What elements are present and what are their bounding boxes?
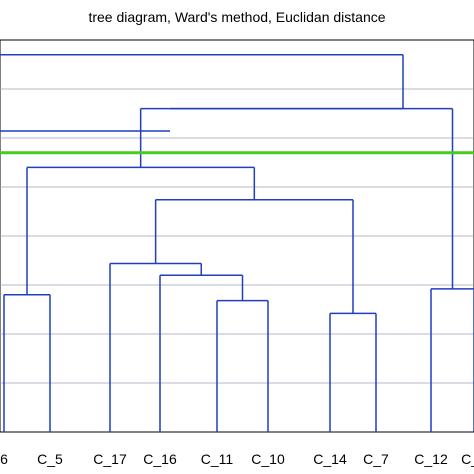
leaf-label-4: C_11 — [201, 451, 234, 467]
leaf-label-1: C_5 — [37, 451, 63, 467]
leaf-label-5: C_10 — [251, 451, 285, 467]
dendrogram-tree — [0, 53, 474, 432]
leaf-label-6: C_14 — [313, 451, 347, 467]
leaf-label-9: C_1 — [461, 451, 474, 467]
leaf-labels: 6 C_5 C_17 C_16 C_11 C_10 C_14 C_7 C_12 C_1 — [0, 451, 474, 467]
leaf-label-7: C_7 — [363, 451, 389, 467]
leaf-label-3: C_16 — [143, 451, 177, 467]
chart-title: tree diagram, Ward's method, Euclidan di… — [88, 9, 386, 25]
leaf-label-0: 6 — [0, 451, 8, 467]
grid-lines — [0, 88, 474, 384]
leaf-label-2: C_17 — [93, 451, 127, 467]
plot-frame — [0, 39, 474, 433]
leaf-label-8: C_12 — [414, 451, 448, 467]
